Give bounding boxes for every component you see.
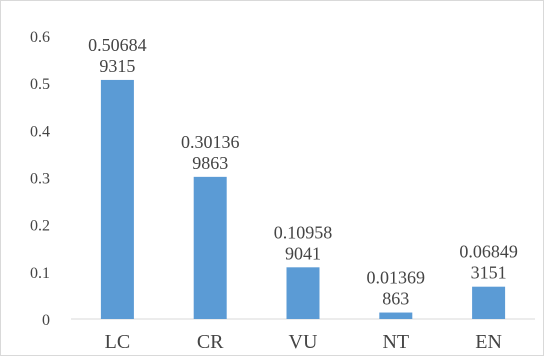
- x-tick-label: EN: [475, 331, 502, 353]
- bar-nt: [379, 312, 413, 319]
- data-label-line-2: 9863: [192, 153, 228, 173]
- data-label-line-1: 0.06849: [459, 242, 518, 262]
- y-tick-label: 0: [42, 312, 50, 329]
- x-tick-label: LC: [105, 331, 131, 353]
- data-label-line-2: 9041: [285, 243, 321, 263]
- bar-lc: [100, 79, 134, 320]
- y-tick-label: 0.2: [30, 218, 50, 235]
- x-tick-label: NT: [382, 331, 409, 353]
- data-label-line-1: 0.30136: [181, 132, 240, 152]
- bar-cr: [193, 176, 227, 319]
- data-label-line-1: 0.01369: [367, 268, 426, 288]
- x-tick-label: CR: [197, 331, 224, 353]
- data-label-line-1: 0.10958: [274, 222, 333, 242]
- data-label-line-2: 3151: [471, 263, 507, 283]
- data-label-line-2: 9315: [99, 56, 135, 76]
- y-tick-label: 0.1: [30, 265, 50, 282]
- y-tick-label: 0.5: [30, 76, 50, 93]
- y-tick-label: 0.3: [30, 171, 50, 188]
- data-label-line-1: 0.50684: [88, 35, 147, 55]
- data-label-line-2: 863: [382, 289, 409, 309]
- y-tick-label: 0.4: [30, 123, 50, 140]
- bar-en: [472, 286, 506, 319]
- x-tick-label: VU: [289, 331, 318, 353]
- y-tick-label: 0.6: [30, 29, 50, 46]
- bar-vu: [286, 267, 320, 319]
